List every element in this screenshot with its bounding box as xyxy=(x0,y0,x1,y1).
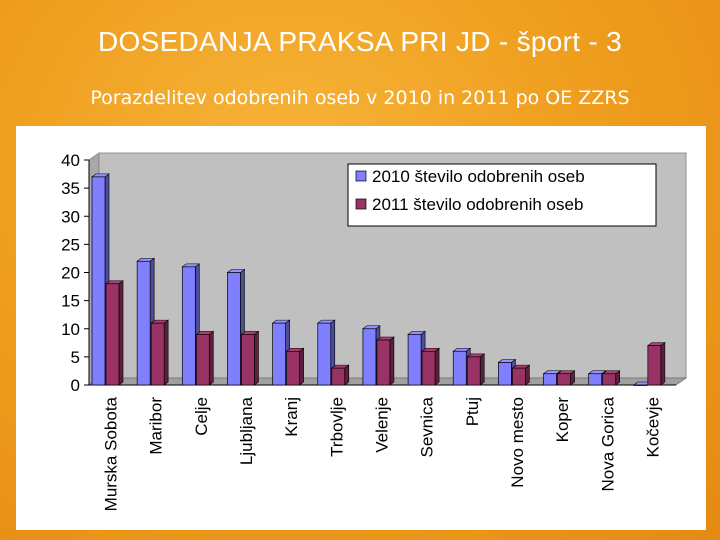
bar-2010 xyxy=(91,176,106,386)
y-tick-label: 20 xyxy=(61,264,80,283)
bar-side xyxy=(254,330,259,386)
x-category-label: Murska Sobota xyxy=(102,396,121,511)
y-tick-label: 35 xyxy=(61,179,80,198)
slide-subtitle: Porazdelitev odobrenih oseb v 2010 in 20… xyxy=(90,87,630,109)
bar-side xyxy=(434,347,440,386)
y-tick-label: 5 xyxy=(71,348,80,367)
bar-2010 xyxy=(136,260,151,386)
x-category-label: Ptuj xyxy=(463,397,482,426)
x-category-label: Novo mesto xyxy=(508,397,527,488)
bar-2011 xyxy=(331,367,346,386)
x-category-label: Ljubljana xyxy=(237,396,256,465)
bar-side xyxy=(660,342,666,386)
bar-2010 xyxy=(272,322,286,386)
y-tick-label: 25 xyxy=(61,235,80,254)
legend-label: 2011 število odobrenih oseb xyxy=(372,195,583,214)
y-tick-label: 40 xyxy=(61,151,80,170)
bar-2010 xyxy=(498,362,512,386)
legend-label: 2010 število odobrenih oseb xyxy=(372,167,585,186)
legend-swatch xyxy=(355,198,367,210)
y-tick-label: 15 xyxy=(61,292,80,311)
x-category-label: Trbovlje xyxy=(327,397,346,457)
bar-2010 xyxy=(588,373,603,386)
bar-2011 xyxy=(647,345,662,386)
bar-2010 xyxy=(452,350,467,386)
bar-side xyxy=(525,364,530,386)
chart-panel: 0 5 10 15 20 25 30 35 40 Murska Sobota Maribor Celj… xyxy=(16,126,706,530)
bar-2011 xyxy=(466,356,481,386)
bar-2010 xyxy=(181,266,196,386)
bar-side xyxy=(344,364,350,386)
x-category-label: Celje xyxy=(192,397,211,436)
bar-2011 xyxy=(602,373,617,386)
bar-2011 xyxy=(150,322,165,386)
bar-2011 xyxy=(286,350,300,386)
bar-side xyxy=(299,347,304,386)
bar-2011 xyxy=(376,339,391,386)
bar-side xyxy=(163,319,169,386)
x-category-label: Velenje xyxy=(373,397,392,453)
y-tick-label: 0 xyxy=(71,376,80,395)
bar-2010 xyxy=(317,322,332,386)
y-tick-label: 30 xyxy=(61,207,80,226)
bar-2011 xyxy=(105,283,120,386)
bar-2010 xyxy=(227,272,241,386)
slide-title: DOSEDANJA PRAKSA PRI JD - šport - 3 xyxy=(98,26,622,57)
bar-chart: 0 5 10 15 20 25 30 35 40 Murska Sobota Maribor Celj… xyxy=(61,151,688,511)
bar-2011 xyxy=(241,334,255,386)
bar-2011 xyxy=(421,350,436,386)
legend-swatch xyxy=(355,170,367,182)
bar-2011 xyxy=(512,367,526,386)
bar-2010 xyxy=(407,334,422,386)
legend-box xyxy=(347,163,657,227)
bar-2010 xyxy=(543,373,557,386)
x-category-label: Koper xyxy=(553,397,572,443)
bar-2011 xyxy=(195,334,210,386)
x-category-label: Maribor xyxy=(147,397,166,455)
bar-2010 xyxy=(362,328,377,386)
bar-side xyxy=(118,280,124,386)
y-tick-label: 10 xyxy=(61,320,80,339)
x-category-label: Kranj xyxy=(282,397,301,437)
x-category-label: Nova Gorica xyxy=(598,396,617,491)
x-category-label: Sevnica xyxy=(418,396,437,457)
x-category-label: Kočevje xyxy=(643,397,662,457)
bar-2010 xyxy=(633,384,648,386)
bar-side xyxy=(209,330,214,386)
bar-side xyxy=(479,353,485,386)
bar-side xyxy=(389,336,395,386)
bar-2011 xyxy=(557,373,571,386)
